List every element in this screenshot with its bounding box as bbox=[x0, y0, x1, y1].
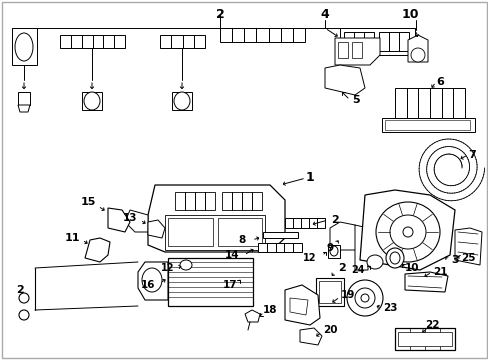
Bar bbox=[337, 42, 347, 58]
Ellipse shape bbox=[174, 92, 190, 110]
Bar bbox=[351, 42, 361, 58]
Polygon shape bbox=[454, 228, 481, 265]
Ellipse shape bbox=[329, 246, 337, 256]
Text: 3: 3 bbox=[450, 255, 458, 265]
Ellipse shape bbox=[366, 255, 382, 269]
Text: 6: 6 bbox=[435, 77, 443, 87]
Bar bbox=[168, 218, 213, 246]
Text: 2: 2 bbox=[330, 215, 338, 225]
Text: 18: 18 bbox=[262, 305, 277, 315]
Polygon shape bbox=[172, 92, 192, 110]
Text: 12: 12 bbox=[161, 263, 174, 273]
Text: 12: 12 bbox=[303, 253, 316, 263]
Bar bbox=[222, 192, 262, 210]
Ellipse shape bbox=[15, 33, 33, 61]
Polygon shape bbox=[285, 218, 325, 228]
Polygon shape bbox=[18, 105, 30, 112]
Text: 7: 7 bbox=[467, 150, 475, 160]
Text: 8: 8 bbox=[238, 235, 245, 245]
Polygon shape bbox=[339, 28, 414, 55]
Text: 19: 19 bbox=[340, 290, 354, 300]
Ellipse shape bbox=[385, 248, 403, 268]
Polygon shape bbox=[397, 332, 451, 346]
Polygon shape bbox=[244, 310, 260, 322]
Text: 22: 22 bbox=[424, 320, 438, 330]
Text: 14: 14 bbox=[224, 250, 239, 260]
Text: 5: 5 bbox=[351, 95, 359, 105]
Polygon shape bbox=[407, 35, 427, 62]
Polygon shape bbox=[354, 225, 367, 270]
Bar bbox=[218, 218, 262, 246]
Polygon shape bbox=[325, 65, 364, 95]
Text: 21: 21 bbox=[432, 267, 447, 277]
Ellipse shape bbox=[410, 48, 424, 62]
Text: 11: 11 bbox=[64, 233, 80, 243]
Polygon shape bbox=[148, 185, 285, 252]
Text: 16: 16 bbox=[141, 280, 155, 290]
Polygon shape bbox=[359, 190, 454, 270]
Polygon shape bbox=[381, 118, 474, 132]
Polygon shape bbox=[220, 28, 305, 42]
Text: 2: 2 bbox=[16, 285, 24, 295]
Text: 17: 17 bbox=[222, 280, 237, 290]
Ellipse shape bbox=[346, 280, 382, 316]
Text: 24: 24 bbox=[350, 265, 364, 275]
Bar bbox=[384, 120, 469, 130]
Bar bbox=[318, 281, 340, 303]
Bar bbox=[164, 215, 264, 250]
Polygon shape bbox=[108, 208, 130, 232]
Text: 23: 23 bbox=[382, 303, 396, 313]
Polygon shape bbox=[394, 88, 464, 118]
Polygon shape bbox=[125, 210, 148, 232]
Ellipse shape bbox=[19, 310, 29, 320]
Ellipse shape bbox=[180, 260, 192, 270]
Polygon shape bbox=[263, 232, 297, 238]
Text: 13: 13 bbox=[122, 213, 137, 223]
Text: 10: 10 bbox=[401, 8, 418, 21]
Bar bbox=[343, 32, 373, 51]
Text: 2: 2 bbox=[337, 263, 345, 273]
Polygon shape bbox=[85, 238, 110, 262]
Ellipse shape bbox=[402, 227, 412, 237]
Bar bbox=[168, 258, 252, 306]
Polygon shape bbox=[18, 92, 30, 105]
Text: 20: 20 bbox=[322, 325, 337, 335]
Ellipse shape bbox=[354, 288, 374, 308]
Ellipse shape bbox=[375, 202, 439, 262]
Polygon shape bbox=[289, 298, 307, 315]
Polygon shape bbox=[160, 35, 204, 48]
Ellipse shape bbox=[142, 268, 162, 292]
Polygon shape bbox=[394, 328, 454, 350]
Ellipse shape bbox=[19, 293, 29, 303]
Text: 15: 15 bbox=[80, 197, 96, 207]
Polygon shape bbox=[327, 245, 339, 258]
Bar bbox=[175, 192, 215, 210]
Polygon shape bbox=[334, 38, 379, 65]
Text: 25: 25 bbox=[460, 253, 474, 263]
Bar bbox=[378, 32, 408, 51]
Bar bbox=[315, 278, 343, 306]
Text: 2: 2 bbox=[215, 8, 224, 21]
Polygon shape bbox=[329, 222, 359, 250]
Ellipse shape bbox=[84, 92, 100, 110]
Ellipse shape bbox=[389, 252, 399, 264]
Polygon shape bbox=[258, 243, 302, 252]
Polygon shape bbox=[82, 92, 102, 110]
Polygon shape bbox=[12, 28, 37, 65]
Polygon shape bbox=[404, 272, 447, 292]
Text: 1: 1 bbox=[305, 171, 314, 184]
Text: 4: 4 bbox=[320, 8, 329, 21]
Polygon shape bbox=[299, 328, 321, 345]
Text: 10: 10 bbox=[404, 263, 418, 273]
Ellipse shape bbox=[389, 215, 425, 249]
Polygon shape bbox=[60, 35, 125, 48]
Text: 9: 9 bbox=[326, 243, 333, 253]
Ellipse shape bbox=[360, 294, 368, 302]
Polygon shape bbox=[138, 262, 168, 300]
Polygon shape bbox=[285, 285, 319, 325]
Polygon shape bbox=[148, 220, 164, 238]
